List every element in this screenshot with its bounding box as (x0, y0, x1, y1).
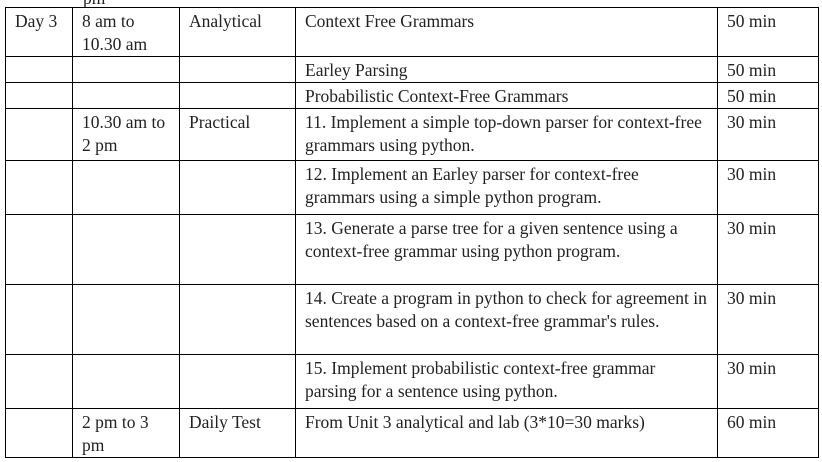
topic-cell: Context Free Grammars (295, 7, 718, 57)
table-row: Probabilistic Context-Free Grammars 50 mi… (5, 82, 819, 109)
day-cell (5, 214, 73, 285)
table-row: 12. Implement an Earley parser for conte… (5, 160, 819, 215)
table-row: 14. Create a program in python to check … (5, 284, 819, 355)
mode-cell: Daily Test (179, 408, 296, 458)
time-cell (72, 214, 180, 285)
time-cell (72, 82, 180, 109)
day-cell (5, 82, 73, 109)
duration-cell: 50 min (717, 82, 819, 109)
duration-cell: 50 min (717, 7, 819, 57)
table-row: Earley Parsing 50 min (5, 56, 819, 83)
time-cell (72, 160, 180, 215)
mode-cell (179, 214, 296, 285)
topic-cell: Earley Parsing (295, 56, 718, 83)
time-cell (72, 284, 180, 355)
duration-cell: 30 min (717, 160, 819, 215)
day-cell (5, 160, 73, 215)
mode-cell (179, 82, 296, 109)
day-cell (5, 408, 73, 458)
day-cell (5, 284, 73, 355)
mode-cell (179, 284, 296, 355)
table-row: 10.30 am to 2 pm Practical 11. Implement a… (5, 108, 819, 161)
duration-cell: 30 min (717, 284, 819, 355)
mode-cell: Practical (179, 108, 296, 161)
day-cell (5, 354, 73, 409)
time-cell (72, 56, 180, 83)
topic-cell: 15. Implement probabilistic context-free… (295, 354, 718, 409)
time-cell: 8 am to 10.30 am (72, 7, 180, 57)
topic-cell: 11. Implement a simple top-down parser f… (295, 108, 718, 161)
day-cell (5, 56, 73, 83)
mode-cell (179, 160, 296, 215)
topic-cell: 13. Generate a parse tree for a given se… (295, 214, 718, 285)
duration-cell: 30 min (717, 214, 819, 285)
topic-cell: 12. Implement an Earley parser for conte… (295, 160, 718, 215)
duration-cell: 30 min (717, 354, 819, 409)
mode-cell (179, 56, 296, 83)
cut-off-previous-row-text: pm (73, 0, 180, 7)
duration-cell: 60 min (717, 408, 819, 458)
mode-cell: Analytical (179, 7, 296, 57)
time-cell (72, 354, 180, 409)
day-cell (5, 108, 73, 161)
mode-cell (179, 354, 296, 409)
time-cell: 2 pm to 3 pm (72, 408, 180, 458)
topic-cell: Probabilistic Context-Free Grammars (295, 82, 718, 109)
topic-cell: From Unit 3 analytical and lab (3*10=30 … (295, 408, 718, 458)
table-row: 15. Implement probabilistic context-free… (5, 354, 819, 409)
topic-cell: 14. Create a program in python to check … (295, 284, 718, 355)
time-cell: 10.30 am to 2 pm (72, 108, 180, 161)
duration-cell: 50 min (717, 56, 819, 83)
day-cell: Day 3 (5, 7, 73, 57)
table-row: 13. Generate a parse tree for a given se… (5, 214, 819, 285)
duration-cell: 30 min (717, 108, 819, 161)
table-row: 2 pm to 3 pm Daily Test From Unit 3 analyt… (5, 408, 819, 458)
